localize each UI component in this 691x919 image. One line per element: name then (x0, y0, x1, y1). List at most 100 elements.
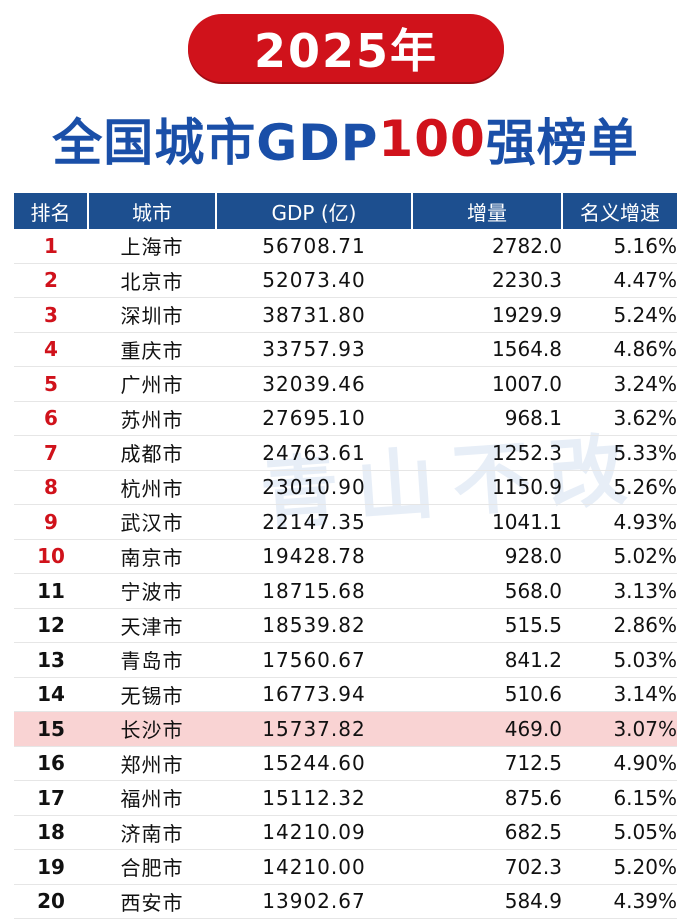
rank-cell: 12 (14, 608, 88, 643)
table-row: 6 苏州市 27695.10 968.1 3.62% (14, 401, 677, 436)
growth-rate-cell: 5.33% (562, 435, 677, 471)
city-cell: 宁波市 (88, 573, 216, 609)
increase-cell: 469.0 (412, 711, 562, 747)
rank-cell: 9 (14, 504, 88, 540)
growth-rate-cell: 5.02% (562, 539, 677, 574)
table-row: 14 无锡市 16773.94 510.6 3.14% (14, 677, 677, 712)
increase-cell: 2230.3 (412, 263, 562, 298)
rank-cell: 7 (14, 435, 88, 471)
rank-cell: 2 (14, 263, 88, 298)
growth-rate-cell: 5.20% (562, 849, 677, 885)
rank-cell: 10 (14, 539, 88, 574)
table-row: 17 福州市 15112.32 875.6 6.15% (14, 780, 677, 816)
table-row: 1 上海市 56708.71 2782.0 5.16% (14, 229, 677, 264)
rank-cell: 19 (14, 849, 88, 885)
increase-cell: 510.6 (412, 677, 562, 712)
table-row: 4 重庆市 33757.93 1564.8 4.86% (14, 332, 677, 367)
growth-rate-cell: 5.24% (562, 297, 677, 333)
city-cell: 广州市 (88, 366, 216, 402)
gdp-cell: 17560.67 (216, 642, 412, 678)
title-part3: 强榜单 (485, 114, 639, 172)
gdp-cell: 56708.71 (216, 229, 412, 264)
gdp-cell: 23010.90 (216, 470, 412, 505)
table-row: 2 北京市 52073.40 2230.3 4.47% (14, 263, 677, 298)
header-growth-rate: 名义增速 (562, 193, 677, 229)
header-gdp: GDP (亿) (216, 193, 413, 229)
growth-rate-cell: 5.03% (562, 642, 677, 678)
table-header-row: 排名 城市 GDP (亿) 增量 名义增速 (14, 193, 677, 229)
increase-cell: 1252.3 (412, 435, 562, 471)
increase-cell: 875.6 (412, 780, 562, 816)
year-text: 2025年 (253, 24, 439, 78)
title-part1: 全国城市GDP (52, 114, 379, 172)
table-row: 18 济南市 14210.09 682.5 5.05% (14, 815, 677, 850)
gdp-ranking-table: 排名 城市 GDP (亿) 增量 名义增速 1 上海市 56708.71 2782.0… (14, 193, 677, 919)
rank-cell: 14 (14, 677, 88, 712)
city-cell: 重庆市 (88, 332, 216, 367)
rank-cell: 8 (14, 470, 88, 505)
growth-rate-cell: 5.26% (562, 470, 677, 505)
title-part2: 100 (378, 110, 486, 168)
gdp-cell: 38731.80 (216, 297, 412, 333)
growth-rate-cell: 4.93% (562, 504, 677, 540)
gdp-cell: 15737.82 (216, 711, 412, 747)
increase-cell: 841.2 (412, 642, 562, 678)
city-cell: 长沙市 (88, 711, 216, 747)
gdp-cell: 15112.32 (216, 780, 412, 816)
gdp-cell: 19428.78 (216, 539, 412, 574)
city-cell: 无锡市 (88, 677, 216, 712)
growth-rate-cell: 3.24% (562, 366, 677, 402)
increase-cell: 1150.9 (412, 470, 562, 505)
growth-rate-cell: 3.62% (562, 401, 677, 436)
increase-cell: 1564.8 (412, 332, 562, 367)
rank-cell: 18 (14, 815, 88, 850)
growth-rate-cell: 4.90% (562, 746, 677, 781)
rank-cell: 3 (14, 297, 88, 333)
rank-cell: 20 (14, 884, 88, 919)
growth-rate-cell: 5.16% (562, 229, 677, 264)
table-row: 19 合肥市 14210.00 702.3 5.20% (14, 849, 677, 885)
gdp-cell: 24763.61 (216, 435, 412, 471)
rank-cell: 15 (14, 711, 88, 747)
growth-rate-cell: 4.39% (562, 884, 677, 919)
increase-cell: 968.1 (412, 401, 562, 436)
table-row: 9 武汉市 22147.35 1041.1 4.93% (14, 504, 677, 540)
rank-cell: 1 (14, 229, 88, 264)
increase-cell: 928.0 (412, 539, 562, 574)
table-row: 15 长沙市 15737.82 469.0 3.07% (14, 711, 677, 747)
table-row: 16 郑州市 15244.60 712.5 4.90% (14, 746, 677, 781)
city-cell: 济南市 (88, 815, 216, 850)
rank-cell: 6 (14, 401, 88, 436)
city-cell: 南京市 (88, 539, 216, 574)
table-row: 3 深圳市 38731.80 1929.9 5.24% (14, 297, 677, 333)
city-cell: 天津市 (88, 608, 216, 643)
table-row: 13 青岛市 17560.67 841.2 5.03% (14, 642, 677, 678)
city-cell: 杭州市 (88, 470, 216, 505)
growth-rate-cell: 5.05% (562, 815, 677, 850)
gdp-cell: 14210.09 (216, 815, 412, 850)
increase-cell: 702.3 (412, 849, 562, 885)
gdp-cell: 18715.68 (216, 573, 412, 609)
gdp-cell: 27695.10 (216, 401, 412, 436)
growth-rate-cell: 3.14% (562, 677, 677, 712)
city-cell: 西安市 (88, 884, 216, 919)
increase-cell: 1007.0 (412, 366, 562, 402)
city-cell: 武汉市 (88, 504, 216, 540)
growth-rate-cell: 6.15% (562, 780, 677, 816)
growth-rate-cell: 4.86% (562, 332, 677, 367)
city-cell: 深圳市 (88, 297, 216, 333)
table-row: 5 广州市 32039.46 1007.0 3.24% (14, 366, 677, 402)
table-row: 10 南京市 19428.78 928.0 5.02% (14, 539, 677, 574)
year-banner: 2025年 (188, 14, 504, 82)
city-cell: 郑州市 (88, 746, 216, 781)
growth-rate-cell: 3.07% (562, 711, 677, 747)
header-rank: 排名 (14, 193, 89, 229)
city-cell: 上海市 (88, 229, 216, 264)
gdp-cell: 13902.67 (216, 884, 412, 919)
city-cell: 苏州市 (88, 401, 216, 436)
table-row: 12 天津市 18539.82 515.5 2.86% (14, 608, 677, 643)
table-body: 1 上海市 56708.71 2782.0 5.16% 2 北京市 52073.40 2230.… (14, 229, 677, 919)
city-cell: 福州市 (88, 780, 216, 816)
city-cell: 成都市 (88, 435, 216, 471)
rank-cell: 16 (14, 746, 88, 781)
